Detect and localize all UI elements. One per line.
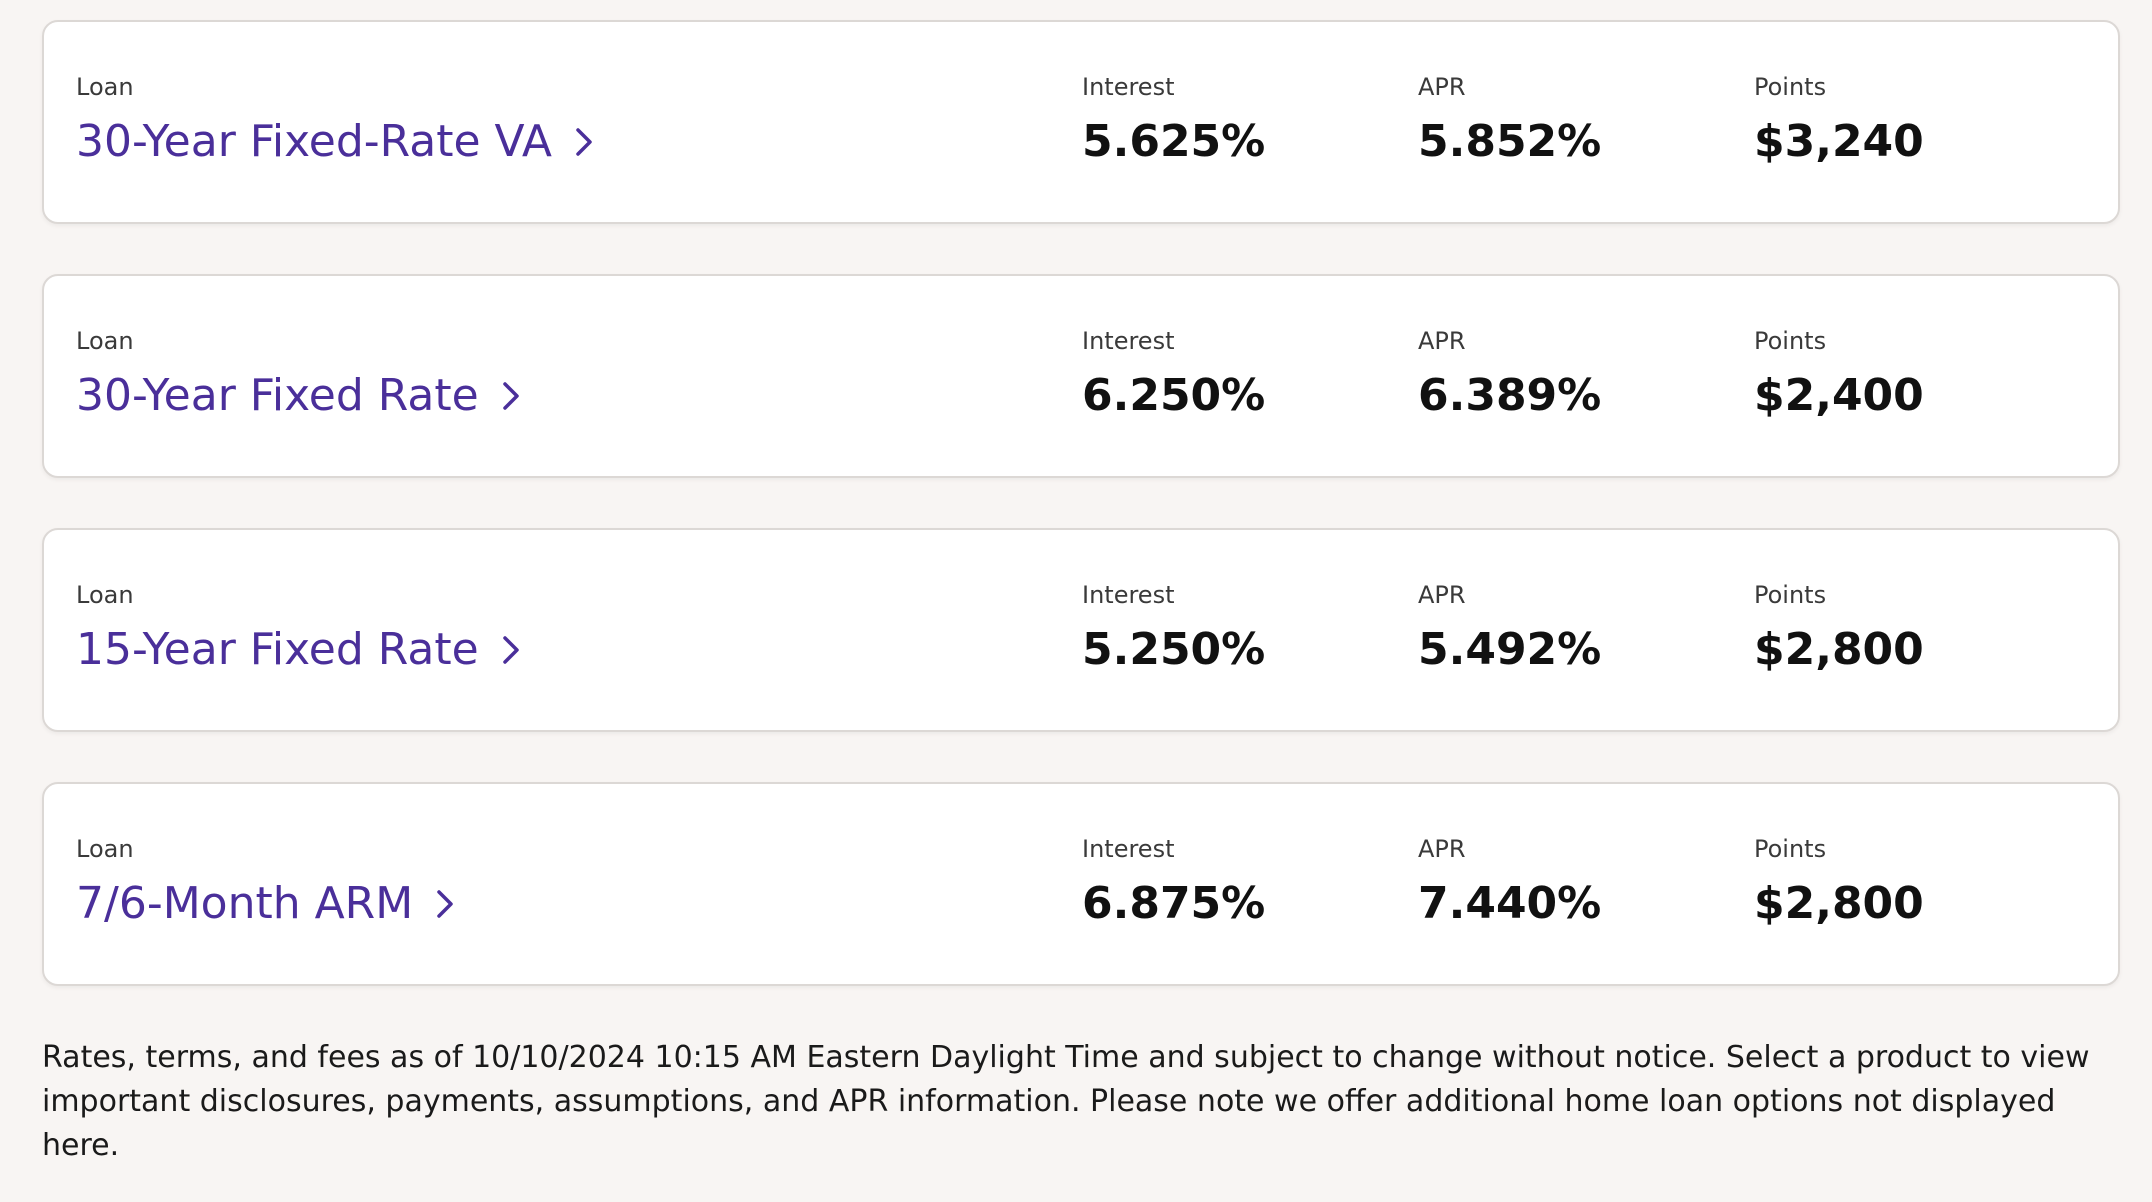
points-value: $3,240 — [1754, 116, 1924, 167]
chevron-right-icon — [502, 382, 519, 410]
apr-column: APR 7.440% — [1418, 834, 1601, 932]
loan-product-link[interactable]: 30-Year Fixed Rate — [76, 368, 535, 424]
loan-card: Loan 7/6-Month ARM Interest 6.875% APR 7… — [42, 782, 2120, 986]
apr-value: 5.492% — [1418, 624, 1602, 675]
loan-product-name: 30-Year Fixed-Rate VA — [76, 116, 552, 167]
apr-label: APR — [1418, 581, 1466, 609]
interest-label: Interest — [1082, 835, 1175, 863]
points-column: Points $2,400 — [1754, 326, 1924, 424]
interest-column: Interest 5.250% — [1082, 580, 1265, 678]
loan-card: Loan 30-Year Fixed Rate Interest 6.250% … — [42, 274, 2120, 478]
loan-column: Loan 15-Year Fixed Rate — [76, 580, 535, 678]
points-value: $2,800 — [1754, 624, 1924, 675]
interest-column: Interest 5.625% — [1082, 72, 1265, 170]
apr-label: APR — [1418, 73, 1466, 101]
points-label: Points — [1754, 327, 1827, 355]
loan-card: Loan 30-Year Fixed-Rate VA Interest 5.62… — [42, 20, 2120, 224]
loan-product-link[interactable]: 15-Year Fixed Rate — [76, 622, 535, 678]
loan-card: Loan 15-Year Fixed Rate Interest 5.250% … — [42, 528, 2120, 732]
interest-label: Interest — [1082, 581, 1175, 609]
loan-label: Loan — [76, 327, 134, 355]
chevron-right-icon — [437, 890, 453, 918]
loan-product-link[interactable]: 30-Year Fixed-Rate VA — [76, 114, 608, 170]
apr-label: APR — [1418, 835, 1466, 863]
points-label: Points — [1754, 835, 1827, 863]
apr-column: APR 5.492% — [1418, 580, 1601, 678]
apr-value: 5.852% — [1418, 116, 1602, 167]
apr-column: APR 6.389% — [1418, 326, 1601, 424]
loan-product-name: 15-Year Fixed Rate — [76, 624, 479, 675]
points-column: Points $2,800 — [1754, 580, 1924, 678]
interest-value: 6.875% — [1082, 878, 1266, 929]
points-label: Points — [1754, 73, 1827, 101]
points-column: Points $3,240 — [1754, 72, 1924, 170]
apr-label: APR — [1418, 327, 1466, 355]
interest-label: Interest — [1082, 327, 1175, 355]
loan-column: Loan 30-Year Fixed-Rate VA — [76, 72, 608, 170]
points-label: Points — [1754, 581, 1827, 609]
interest-value: 6.250% — [1082, 370, 1266, 421]
loan-product-name: 7/6-Month ARM — [76, 878, 414, 929]
interest-column: Interest 6.875% — [1082, 834, 1265, 932]
points-value: $2,400 — [1754, 370, 1924, 421]
loan-product-name: 30-Year Fixed Rate — [76, 370, 479, 421]
loan-column: Loan 30-Year Fixed Rate — [76, 326, 535, 424]
chevron-right-icon — [502, 636, 519, 664]
loan-label: Loan — [76, 835, 134, 863]
rates-disclaimer: Rates, terms, and fees as of 10/10/2024 … — [42, 1040, 2090, 1163]
apr-value: 7.440% — [1418, 878, 1602, 929]
chevron-right-icon — [576, 128, 592, 156]
apr-value: 6.389% — [1418, 370, 1602, 421]
interest-column: Interest 6.250% — [1082, 326, 1265, 424]
apr-column: APR 5.852% — [1418, 72, 1601, 170]
loan-column: Loan 7/6-Month ARM — [76, 834, 469, 932]
interest-value: 5.250% — [1082, 624, 1266, 675]
interest-label: Interest — [1082, 73, 1175, 101]
points-value: $2,800 — [1754, 878, 1924, 929]
loan-product-link[interactable]: 7/6-Month ARM — [76, 876, 469, 932]
points-column: Points $2,800 — [1754, 834, 1924, 932]
loan-label: Loan — [76, 581, 134, 609]
loan-label: Loan — [76, 73, 134, 101]
interest-value: 5.625% — [1082, 116, 1266, 167]
